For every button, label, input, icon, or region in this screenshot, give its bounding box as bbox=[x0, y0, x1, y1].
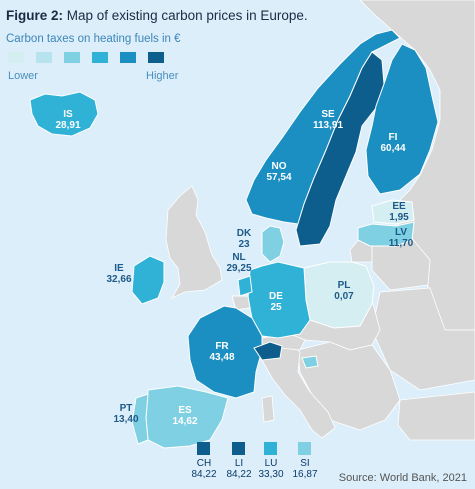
country-label-ie: IE 32,66 bbox=[99, 263, 139, 285]
country-code: NL bbox=[232, 252, 246, 263]
country-IE bbox=[131, 255, 165, 305]
country-NL bbox=[237, 275, 253, 297]
country-label-pt: PT 13,40 bbox=[106, 403, 146, 425]
country-FR bbox=[187, 305, 263, 399]
legend-swatch bbox=[64, 52, 80, 63]
country-label-es: ES 14,62 bbox=[165, 405, 205, 427]
small-state-value: 84,22 bbox=[226, 469, 252, 480]
small-state-swatch-lu bbox=[264, 442, 277, 455]
small-state-label-lu: LU 33,30 bbox=[253, 458, 289, 480]
country-PT bbox=[131, 393, 149, 445]
source-note: Source: World Bank, 2021 bbox=[338, 472, 467, 484]
country-code: FI bbox=[388, 132, 398, 143]
small-state-code: SI bbox=[300, 458, 310, 469]
small-state-label-li: LI 84,22 bbox=[221, 458, 257, 480]
country-label-lv: LV 11,70 bbox=[381, 227, 421, 249]
country-label-de: DE 25 bbox=[256, 291, 296, 313]
small-state-swatch-si bbox=[298, 442, 311, 455]
country-value: 28,91 bbox=[55, 120, 81, 131]
country-code: IS bbox=[63, 109, 73, 120]
country-DK bbox=[261, 225, 285, 263]
country-label-fi: FI 60,44 bbox=[373, 132, 413, 154]
small-state-code: CH bbox=[196, 458, 212, 469]
country-code: SE bbox=[321, 109, 335, 120]
country-code: EE bbox=[392, 201, 406, 212]
country-value: 1,95 bbox=[389, 212, 409, 223]
country-value: 11,70 bbox=[388, 238, 414, 249]
small-state-code: LU bbox=[264, 458, 278, 469]
figure-subtitle: Carbon taxes on heating fuels in € bbox=[6, 33, 181, 45]
country-label-se: SE 113,91 bbox=[308, 109, 348, 131]
figure-title: Figure 2: Map of existing carbon prices … bbox=[6, 8, 308, 23]
country-code: PL bbox=[337, 280, 351, 291]
country-EE bbox=[371, 199, 415, 225]
country-label-is: IS 28,91 bbox=[48, 109, 88, 131]
country-code: DE bbox=[269, 291, 283, 302]
legend-swatch bbox=[36, 52, 52, 63]
country-code: ES bbox=[178, 405, 192, 416]
country-code: DK bbox=[236, 228, 252, 239]
legend-swatch bbox=[92, 52, 108, 63]
country-SI bbox=[301, 355, 319, 369]
country-IS bbox=[29, 91, 99, 137]
country-code: NO bbox=[271, 161, 287, 172]
country-code: PT bbox=[119, 403, 133, 414]
legend-swatch bbox=[8, 52, 24, 63]
figure-title-text: Map of existing carbon prices in Europe. bbox=[66, 8, 308, 23]
legend-high-label: Higher bbox=[146, 70, 179, 82]
country-code: FR bbox=[215, 341, 229, 352]
country-value: 23 bbox=[238, 239, 250, 250]
country-value: 29,25 bbox=[226, 263, 252, 274]
legend-low-label: Lower bbox=[8, 70, 38, 82]
country-NO bbox=[245, 29, 401, 225]
small-state-label-si: SI 16,87 bbox=[287, 458, 323, 480]
country-value: 25 bbox=[270, 302, 282, 313]
country-value: 14,62 bbox=[172, 416, 198, 427]
country-DE bbox=[247, 261, 311, 339]
country-BE bbox=[231, 295, 251, 311]
ukraine-land bbox=[371, 287, 475, 391]
country-value: 57,54 bbox=[266, 172, 292, 183]
small-state-swatch-li bbox=[232, 442, 245, 455]
italy-land bbox=[261, 339, 336, 439]
country-FI bbox=[365, 43, 439, 195]
figure-label: Figure 2: bbox=[6, 8, 64, 23]
small-state-swatch-ch bbox=[197, 442, 210, 455]
country-LV bbox=[357, 221, 415, 247]
country-label-pl: PL 0,07 bbox=[324, 280, 364, 302]
country-value: 13,40 bbox=[113, 414, 139, 425]
country-label-nl: NL 29,25 bbox=[219, 252, 259, 274]
uk-land bbox=[165, 185, 223, 299]
small-state-value: 84,22 bbox=[191, 469, 217, 480]
country-CH bbox=[253, 341, 283, 361]
country-value: 32,66 bbox=[106, 274, 132, 285]
legend-swatch bbox=[148, 52, 164, 63]
country-label-ee: EE 1,95 bbox=[379, 201, 419, 223]
country-value: 60,44 bbox=[380, 143, 406, 154]
country-code: IE bbox=[114, 263, 124, 274]
country-code: LV bbox=[394, 227, 408, 238]
country-value: 0,07 bbox=[334, 291, 354, 302]
sardinia-land bbox=[261, 395, 275, 423]
country-value: 43,48 bbox=[209, 352, 235, 363]
small-state-value: 33,30 bbox=[258, 469, 284, 480]
country-value: 113,91 bbox=[312, 120, 344, 131]
small-state-value: 16,87 bbox=[292, 469, 318, 480]
turkey-land bbox=[397, 391, 475, 441]
country-label-no: NO 57,54 bbox=[259, 161, 299, 183]
country-label-dk: DK 23 bbox=[224, 228, 264, 250]
country-label-fr: FR 43,48 bbox=[202, 341, 242, 363]
legend-swatch bbox=[120, 52, 136, 63]
small-state-code: LI bbox=[234, 458, 244, 469]
small-state-label-ch: CH 84,22 bbox=[186, 458, 222, 480]
